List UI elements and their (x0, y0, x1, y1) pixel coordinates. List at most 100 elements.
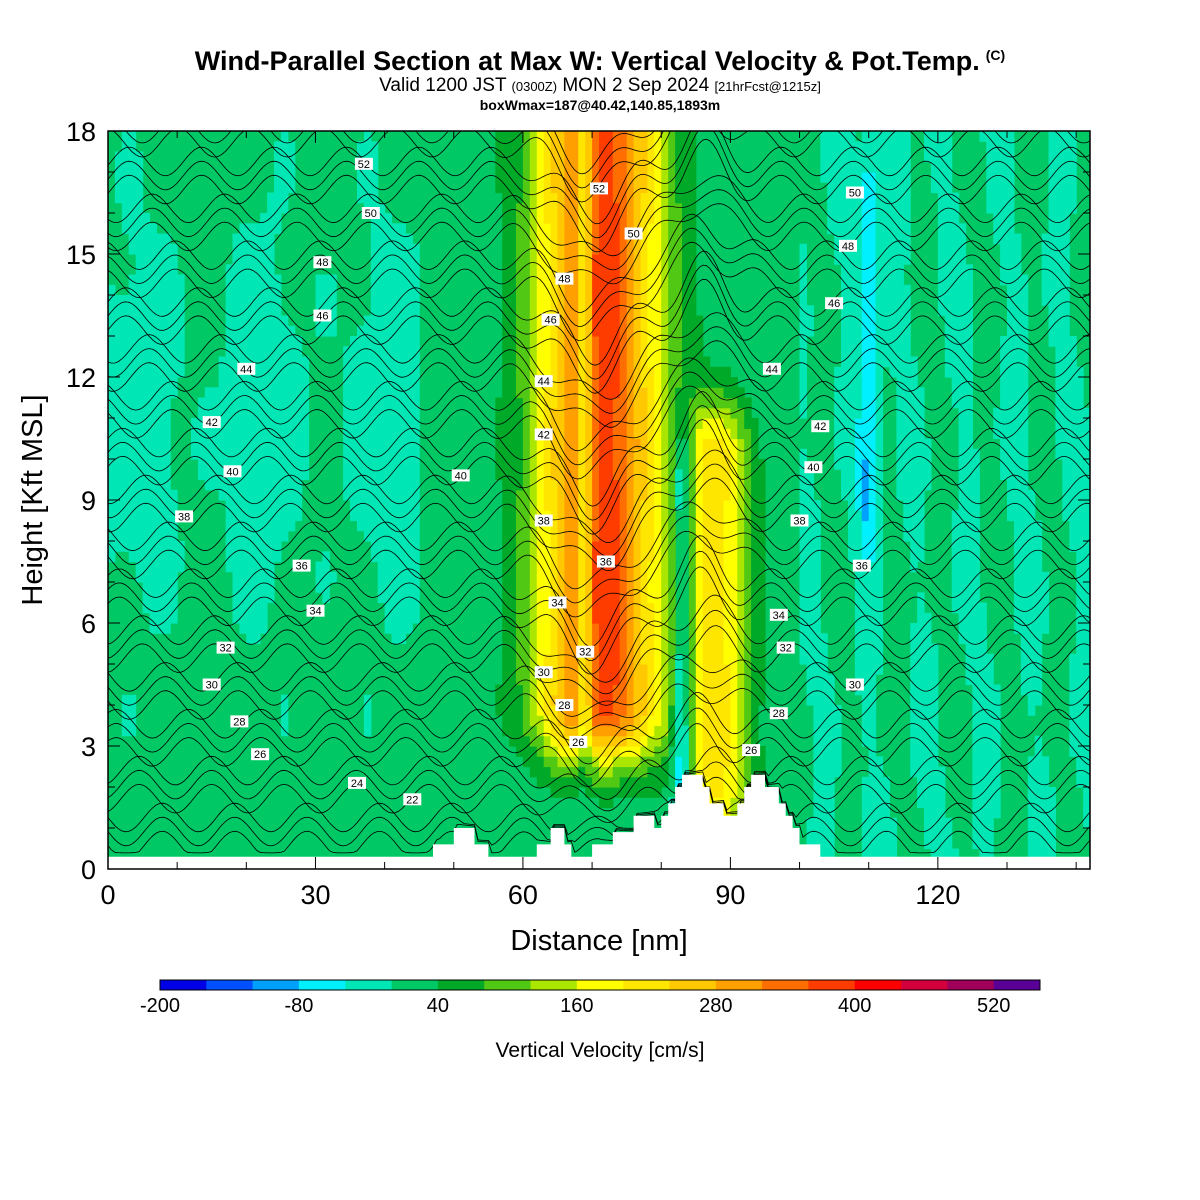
velocity-cell (1007, 192, 1015, 204)
velocity-cell (716, 397, 725, 409)
velocity-cell (882, 151, 890, 163)
velocity-cell (633, 551, 642, 563)
velocity-cell (156, 233, 164, 245)
velocity-cell (841, 387, 849, 399)
velocity-cell (592, 489, 600, 501)
velocity-cell (875, 551, 884, 563)
velocity-cell (197, 428, 206, 440)
velocity-cell (612, 284, 621, 296)
velocity-cell (1034, 561, 1043, 573)
velocity-cell (585, 274, 593, 286)
velocity-cell (868, 448, 877, 460)
velocity-cell (536, 305, 545, 317)
velocity-cell (363, 705, 372, 716)
velocity-cell (612, 510, 621, 522)
velocity-cell (1034, 776, 1043, 788)
velocity-cell (1076, 407, 1084, 419)
velocity-cell (716, 602, 725, 614)
velocity-cell (529, 592, 538, 604)
velocity-cell (246, 582, 254, 593)
velocity-cell (868, 202, 877, 214)
velocity-cell (965, 592, 973, 604)
velocity-cell (834, 254, 842, 265)
velocity-cell (502, 223, 510, 235)
velocity-cell (937, 787, 946, 798)
velocity-cell (930, 817, 939, 829)
velocity-cell (578, 438, 586, 450)
velocity-cell (280, 356, 289, 368)
velocity-cell (951, 274, 960, 286)
velocity-cell (675, 674, 683, 686)
velocity-cell (384, 541, 393, 552)
velocity-cell (1013, 551, 1022, 563)
velocity-cell (121, 325, 130, 337)
velocity-cell (191, 448, 199, 460)
velocity-cell (882, 817, 890, 829)
velocity-cell (571, 336, 579, 347)
velocity-cell (695, 428, 704, 440)
velocity-cell (619, 284, 628, 296)
velocity-cell (516, 274, 524, 286)
velocity-cell (253, 407, 261, 419)
velocity-cell (1007, 510, 1015, 522)
velocity-cell (861, 776, 870, 788)
velocity-cell (267, 582, 275, 593)
velocity-cell (626, 694, 635, 706)
velocity-cell (599, 633, 607, 645)
velocity-cell (633, 336, 642, 347)
velocity-cell (612, 715, 621, 727)
velocity-cell (668, 407, 676, 419)
velocity-cell (142, 254, 151, 265)
velocity-cell (841, 346, 849, 358)
velocity-cell (716, 715, 725, 727)
velocity-cell (163, 438, 171, 450)
velocity-cell (529, 254, 538, 265)
velocity-cell (592, 172, 600, 183)
velocity-cell (253, 489, 261, 501)
velocity-cell (571, 571, 579, 583)
velocity-cell (509, 705, 517, 716)
velocity-cell (633, 623, 642, 634)
velocity-cell (557, 346, 565, 358)
velocity-cell (972, 602, 980, 614)
velocity-cell (640, 172, 648, 183)
velocity-cell (1076, 592, 1084, 604)
velocity-cell (1041, 284, 1050, 296)
velocity-cell (709, 438, 718, 450)
velocity-cell (633, 664, 642, 675)
velocity-cell (647, 715, 655, 727)
velocity-cell (910, 530, 918, 542)
velocity-cell (585, 459, 593, 470)
velocity-cell (875, 387, 884, 399)
velocity-cell (578, 582, 586, 593)
velocity-cell (1020, 336, 1029, 347)
velocity-cell (682, 172, 690, 183)
velocity-cell (571, 520, 579, 532)
velocity-cell (357, 325, 365, 337)
velocity-cell (917, 746, 925, 757)
velocity-cell (1013, 356, 1022, 368)
velocity-cell (820, 725, 828, 737)
velocity-cell (889, 172, 897, 183)
velocity-cell (502, 561, 510, 573)
velocity-cell (509, 141, 517, 153)
velocity-cell (910, 746, 918, 757)
velocity-cell (958, 274, 967, 286)
velocity-cell (647, 561, 655, 573)
velocity-cell (647, 233, 655, 245)
velocity-cell (1020, 602, 1029, 614)
velocity-cell (287, 151, 296, 163)
velocity-cell (585, 674, 593, 686)
velocity-cell (882, 776, 890, 788)
velocity-cell (536, 571, 545, 583)
velocity-cell (578, 346, 586, 358)
velocity-cell (986, 151, 994, 163)
velocity-cell (564, 295, 572, 306)
velocity-cell (668, 715, 676, 727)
velocity-cell (688, 141, 697, 153)
velocity-cell (806, 828, 814, 839)
velocity-cell (1013, 254, 1022, 265)
velocity-cell (550, 233, 559, 245)
velocity-cell (1062, 438, 1070, 450)
velocity-cell (274, 407, 282, 419)
